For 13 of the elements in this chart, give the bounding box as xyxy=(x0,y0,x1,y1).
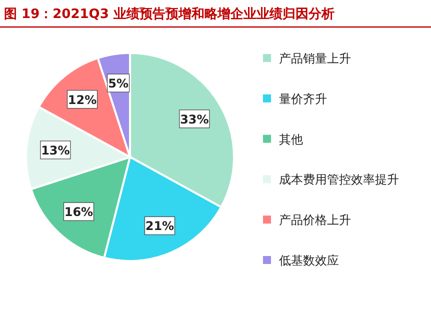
legend-label: 低基数效应 xyxy=(279,254,339,268)
legend-label: 其他 xyxy=(279,132,303,146)
chart-title: 图 19：2021Q3 业绩预告预增和略增企业业绩归因分析 xyxy=(4,6,334,22)
data-label: 33% xyxy=(180,112,209,126)
data-label: 16% xyxy=(64,205,94,220)
legend-label: 产品价格上升 xyxy=(279,213,351,228)
data-label: 12% xyxy=(68,92,97,107)
legend-label: 产品销量上升 xyxy=(279,52,351,66)
legend-label: 量价齐升 xyxy=(279,92,327,106)
data-label: 21% xyxy=(145,219,174,234)
data-label: 5% xyxy=(108,76,128,91)
data-label: 13% xyxy=(41,143,70,158)
legend-label: 成本费用管控效率提升 xyxy=(279,172,399,187)
